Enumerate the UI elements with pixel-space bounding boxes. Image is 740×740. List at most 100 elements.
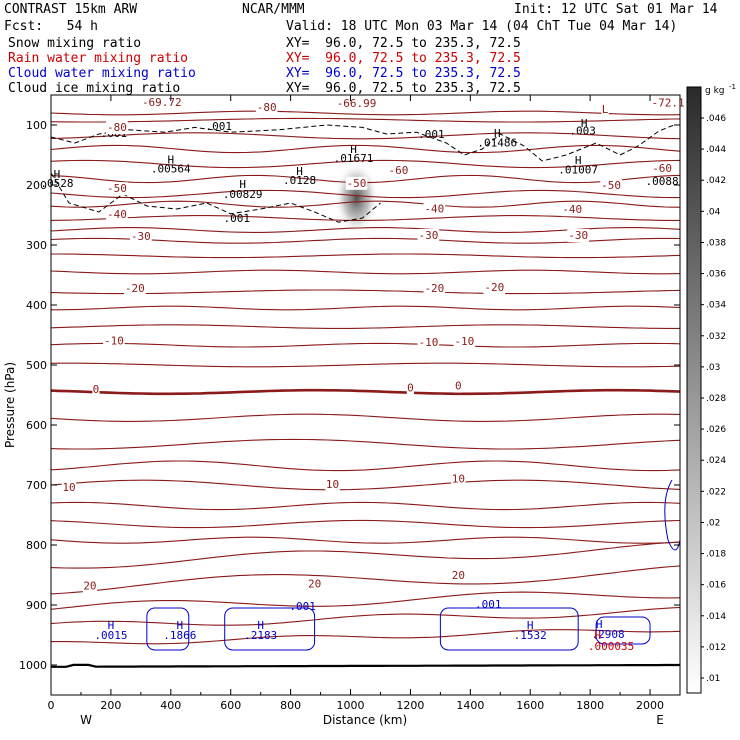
x-tick-label: 1400 (456, 699, 484, 712)
x-tick-label: 200 (100, 699, 121, 712)
isotherm-label-bg (417, 229, 440, 242)
field-label: .1866 (163, 629, 196, 642)
isotherm-line (51, 479, 680, 491)
isotherm-label-bg (140, 95, 184, 109)
isotherm-label-bg (325, 478, 340, 491)
isotherm-label-bg (651, 161, 673, 175)
isotherm-line (51, 215, 680, 221)
isotherm-label: -40 (107, 208, 127, 221)
isotherm-label: -30 (131, 230, 151, 243)
colorbar-tick-label: .036 (706, 270, 726, 280)
y-tick-label: 500 (26, 359, 47, 372)
isotherm-line (51, 189, 680, 199)
field-label: .2908 (592, 628, 625, 641)
isotherm-label-bg (106, 182, 128, 196)
colorbar-tick-label: .042 (706, 176, 726, 186)
y-tick-label: 600 (26, 419, 47, 432)
isotherm-label-bg (255, 101, 278, 115)
isotherm-label-bg (82, 579, 98, 593)
x-tick-label: 1600 (516, 699, 544, 712)
field-label: H (494, 127, 501, 140)
field-label: .001 (475, 598, 502, 611)
isotherm-label: -40 (562, 203, 582, 216)
isotherm-line (51, 200, 680, 208)
field-label: H (54, 168, 61, 181)
isotherm-label-bg (567, 229, 589, 242)
colorbar-unit: g kg (705, 86, 725, 96)
field-label: H (596, 618, 603, 631)
field-label: H (575, 154, 582, 167)
isotherm-label-bg (334, 97, 379, 110)
isotherm-line (51, 269, 680, 275)
isotherm-line (51, 565, 680, 595)
isotherm-label-bg (451, 472, 466, 486)
field-label: H (167, 153, 174, 166)
isotherm-line (51, 117, 680, 123)
isotherm-line (51, 132, 680, 140)
colorbar-tick-label: .032 (706, 332, 726, 342)
field-snow-name: Snow mixing ratio (8, 36, 142, 51)
colorbar-tick-label: .03 (706, 363, 720, 373)
isotherm-label: -69.72 (142, 96, 182, 109)
field-label: H (239, 178, 246, 191)
isotherm-label-bg (92, 383, 100, 397)
isotherm-label: -80 (107, 121, 127, 134)
isotherm-label-bg (423, 281, 446, 295)
isotherm-line (51, 438, 680, 450)
field-label: H (527, 619, 534, 632)
isotherm-label: -72.1 (651, 96, 684, 109)
field-label: .01671 (334, 152, 374, 165)
x-tick-label: 1000 (337, 699, 365, 712)
isotherm-label: -10 (418, 336, 438, 349)
y-tick-label: 900 (26, 599, 47, 612)
y-tick-label: 400 (26, 299, 47, 312)
isotherm-line (51, 541, 680, 569)
x-tick-label: 800 (280, 699, 301, 712)
field-label: .001 (289, 600, 316, 613)
field-label: H (350, 143, 357, 156)
isotherm-line (51, 591, 680, 610)
isotherm-label: 10 (452, 473, 465, 486)
isotherm-label: -20 (125, 282, 145, 295)
isotherm-label-bg (483, 281, 506, 295)
isotherm-label: 10 (326, 478, 339, 491)
isotherm-line (51, 388, 680, 396)
x-tick-label: 0 (48, 699, 55, 712)
snow-max-shading (334, 162, 379, 235)
x-end-label-east: E (656, 713, 664, 727)
model-title: CONTRAST 15km ARW (4, 2, 138, 17)
isotherm-label: -80 (257, 101, 277, 114)
snow-contour-upper (51, 124, 675, 162)
field-label: .0528 (40, 177, 73, 190)
colorbar-tick-label: .046 (706, 114, 726, 124)
isotherm-line (51, 144, 680, 154)
isotherm-label-bg (106, 121, 128, 134)
isotherm-label: -50 (107, 182, 127, 195)
isotherm-line (51, 289, 680, 295)
colorbar-tick-label: .02 (706, 518, 720, 528)
isotherm-label: 10 (62, 481, 75, 494)
cloud-water-contour-east (664, 479, 680, 551)
field-cloudwater-name: Cloud water mixing ratio (8, 66, 196, 81)
init-time: Init: 12 UTC Sat 01 Mar 14 (514, 2, 718, 17)
isotherm-line (51, 253, 680, 259)
colorbar-tick-label: .024 (706, 456, 726, 466)
surface-line (51, 663, 680, 668)
isotherm-label: -10 (104, 335, 124, 348)
isotherm-line (51, 324, 680, 329)
field-label: .1532 (514, 629, 547, 642)
cloud-water-contour (439, 607, 579, 651)
isotherm-line (51, 536, 680, 544)
isotherm-line (51, 629, 680, 645)
isotherm-line (51, 460, 680, 472)
y-tick-label: 1000 (19, 659, 47, 672)
y-tick-label: 700 (26, 479, 47, 492)
isotherm-label-bg (307, 577, 322, 591)
y-tick-label: 300 (26, 239, 47, 252)
field-label: .003 (569, 125, 596, 138)
colorbar-tick-label: .01 (706, 674, 720, 684)
isotherm-line (51, 305, 680, 311)
field-label: .000035 (588, 640, 634, 653)
field-label: .0128 (283, 174, 316, 187)
field-cloudice-name: Cloud ice mixing ratio (8, 81, 181, 96)
